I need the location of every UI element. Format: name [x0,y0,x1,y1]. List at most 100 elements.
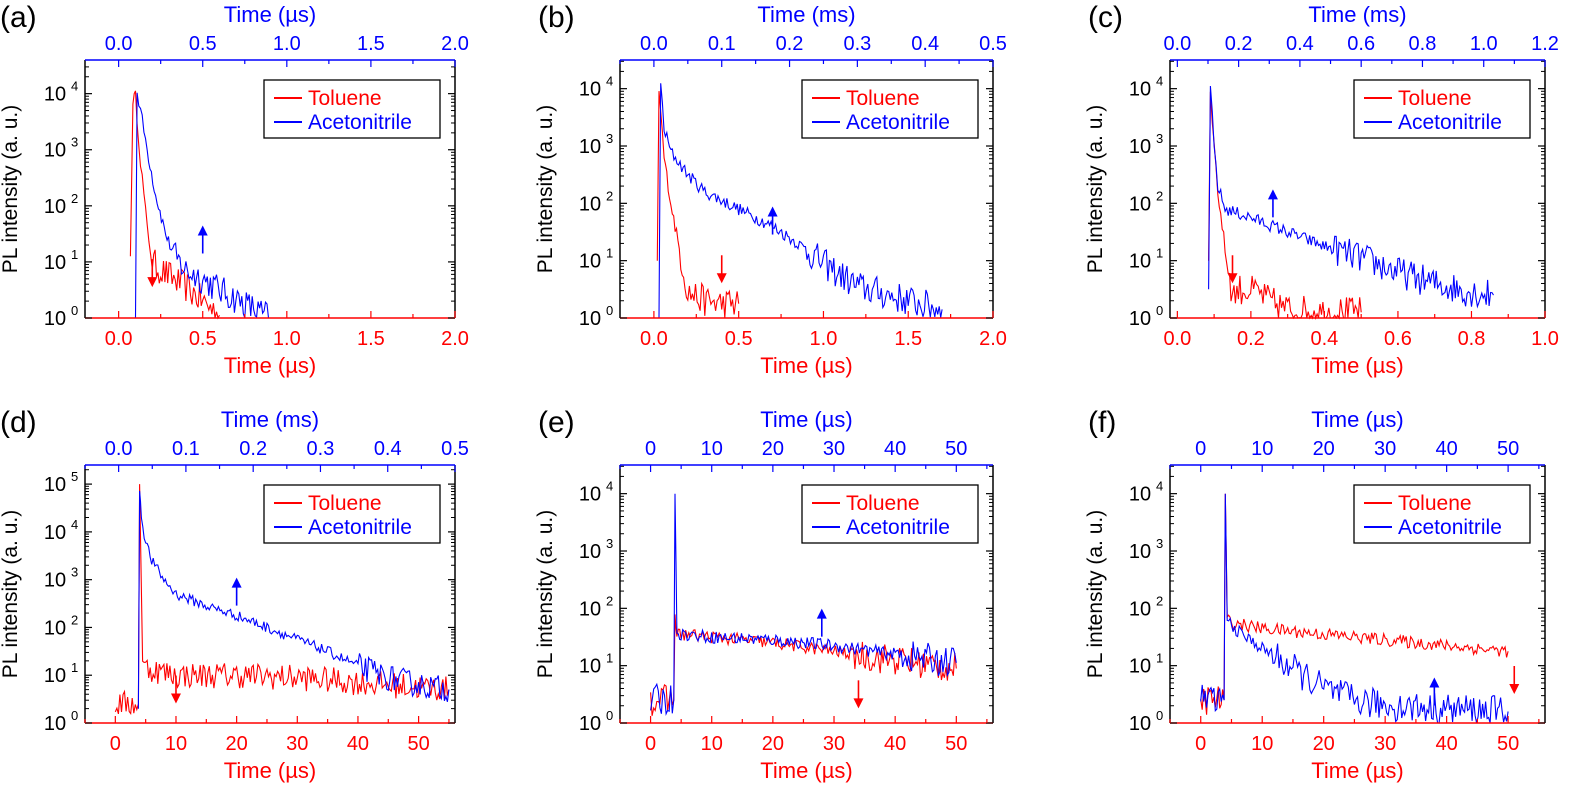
x-tick-label-top: 1.0 [273,33,301,55]
y-tick-exponent: 3 [606,131,613,146]
y-tick-label: 10 [44,570,66,592]
y-tick-label: 10 [579,484,601,506]
x-tick-label-bottom: 0 [1195,733,1206,755]
trend-arrow-toluene [1227,255,1238,284]
x-tick-label-bottom: 0.4 [1311,328,1339,350]
x-tick-label-bottom: 30 [286,733,308,755]
x-tick-label-top: 0.2 [776,33,804,55]
y-tick-label: 10 [44,617,66,639]
x-tick-label-top: 0.4 [1286,33,1314,55]
panel-label: (f) [1088,406,1116,439]
y-tick-exponent: 2 [606,188,613,203]
x-tick-label-bottom: 0.8 [1458,328,1486,350]
series-line-acetonitrile [658,83,943,319]
trend-arrow-toluene [853,680,864,709]
x-axis-label-top: Time (ms) [221,407,319,432]
panel-label: (c) [1088,1,1123,34]
trend-arrow-acetonitrile [197,225,208,254]
x-tick-label-bottom: 1.5 [894,328,922,350]
x-tick-label-top: 0.0 [1163,33,1191,55]
y-tick-exponent: 4 [1156,479,1163,494]
legend-entry: Toluene [1398,492,1472,515]
series-line-toluene [656,91,740,319]
trend-arrow-acetonitrile [231,577,242,606]
x-tick-label-top: 30 [1374,438,1396,460]
x-tick-label-bottom: 2.0 [441,328,469,350]
legend-entry: Toluene [846,87,920,110]
y-tick-label: 10 [44,196,66,218]
trend-arrow-acetonitrile [767,206,778,235]
y-tick-exponent: 0 [606,708,613,723]
y-tick-exponent: 2 [71,612,78,627]
series-line-acetonitrile [134,92,270,319]
x-tick-label-bottom: 0.0 [105,328,133,350]
y-tick-label: 10 [44,252,66,274]
x-tick-label-top: 0.0 [105,438,133,460]
y-tick-label: 10 [1129,484,1151,506]
y-tick-label: 10 [1129,656,1151,678]
y-tick-label: 10 [44,713,66,735]
x-tick-label-top: 0.0 [105,33,133,55]
y-tick-exponent: 0 [71,303,78,318]
x-tick-label-top: 0.8 [1409,33,1437,55]
x-axis-label-bottom: Time (µs) [224,353,317,378]
y-tick-label: 10 [44,522,66,544]
series-line-toluene [129,90,220,320]
x-tick-label-bottom: 40 [1436,733,1458,755]
y-axis-label: PL intensity (a. u.) [1084,105,1107,273]
y-tick-exponent: 3 [71,135,78,150]
y-tick-exponent: 3 [1156,131,1163,146]
x-tick-label-top: 40 [884,438,906,460]
x-axis-label-top: Time (µs) [224,2,317,27]
x-tick-label-bottom: 30 [1374,733,1396,755]
y-tick-label: 10 [579,656,601,678]
x-axis-label-top: Time (ms) [1308,2,1406,27]
panel-label: (a) [0,1,37,34]
x-tick-label-top: 50 [1497,438,1519,460]
x-tick-label-top: 0.0 [640,33,668,55]
legend-entry: Toluene [846,492,920,515]
series-line-toluene [114,484,450,715]
y-tick-exponent: 4 [71,79,78,94]
x-tick-label-top: 10 [701,438,723,460]
legend-entry: Acetonitrile [1398,111,1502,134]
legend-entry: Acetonitrile [846,111,950,134]
x-tick-label-top: 0.3 [307,438,335,460]
x-axis-label-top: Time (ms) [757,2,855,27]
x-tick-label-top: 0.5 [979,33,1007,55]
x-tick-label-top: 0.2 [1225,33,1253,55]
legend-entry: Toluene [308,87,382,110]
x-tick-label-bottom: 0.0 [640,328,668,350]
panel-label: (d) [0,406,37,439]
x-tick-label-bottom: 0.5 [189,328,217,350]
series-line-toluene [1208,91,1362,320]
x-tick-label-top: 0 [1195,438,1206,460]
x-tick-label-bottom: 0.5 [725,328,753,350]
series-line-toluene [650,614,957,716]
x-tick-label-bottom: 2.0 [979,328,1007,350]
legend-entry: Toluene [1398,87,1472,110]
trend-arrow-toluene [1509,666,1520,694]
y-tick-label: 10 [1129,713,1151,735]
series-line-acetonitrile [137,490,450,709]
x-tick-label-bottom: 40 [884,733,906,755]
y-tick-label: 10 [44,308,66,330]
y-tick-exponent: 0 [1156,303,1163,318]
y-tick-label: 10 [1129,598,1151,620]
y-tick-exponent: 1 [606,246,613,261]
y-axis-label: PL intensity (a. u.) [1084,510,1107,678]
x-axis-label-bottom: Time (µs) [1311,758,1404,783]
x-tick-label-top: 0.6 [1347,33,1375,55]
y-tick-label: 10 [44,665,66,687]
x-tick-label-top: 40 [1436,438,1458,460]
x-tick-label-bottom: 50 [1497,733,1519,755]
x-tick-label-top: 0.5 [441,438,469,460]
x-tick-label-top: 1.0 [1470,33,1498,55]
y-tick-label: 10 [579,541,601,563]
